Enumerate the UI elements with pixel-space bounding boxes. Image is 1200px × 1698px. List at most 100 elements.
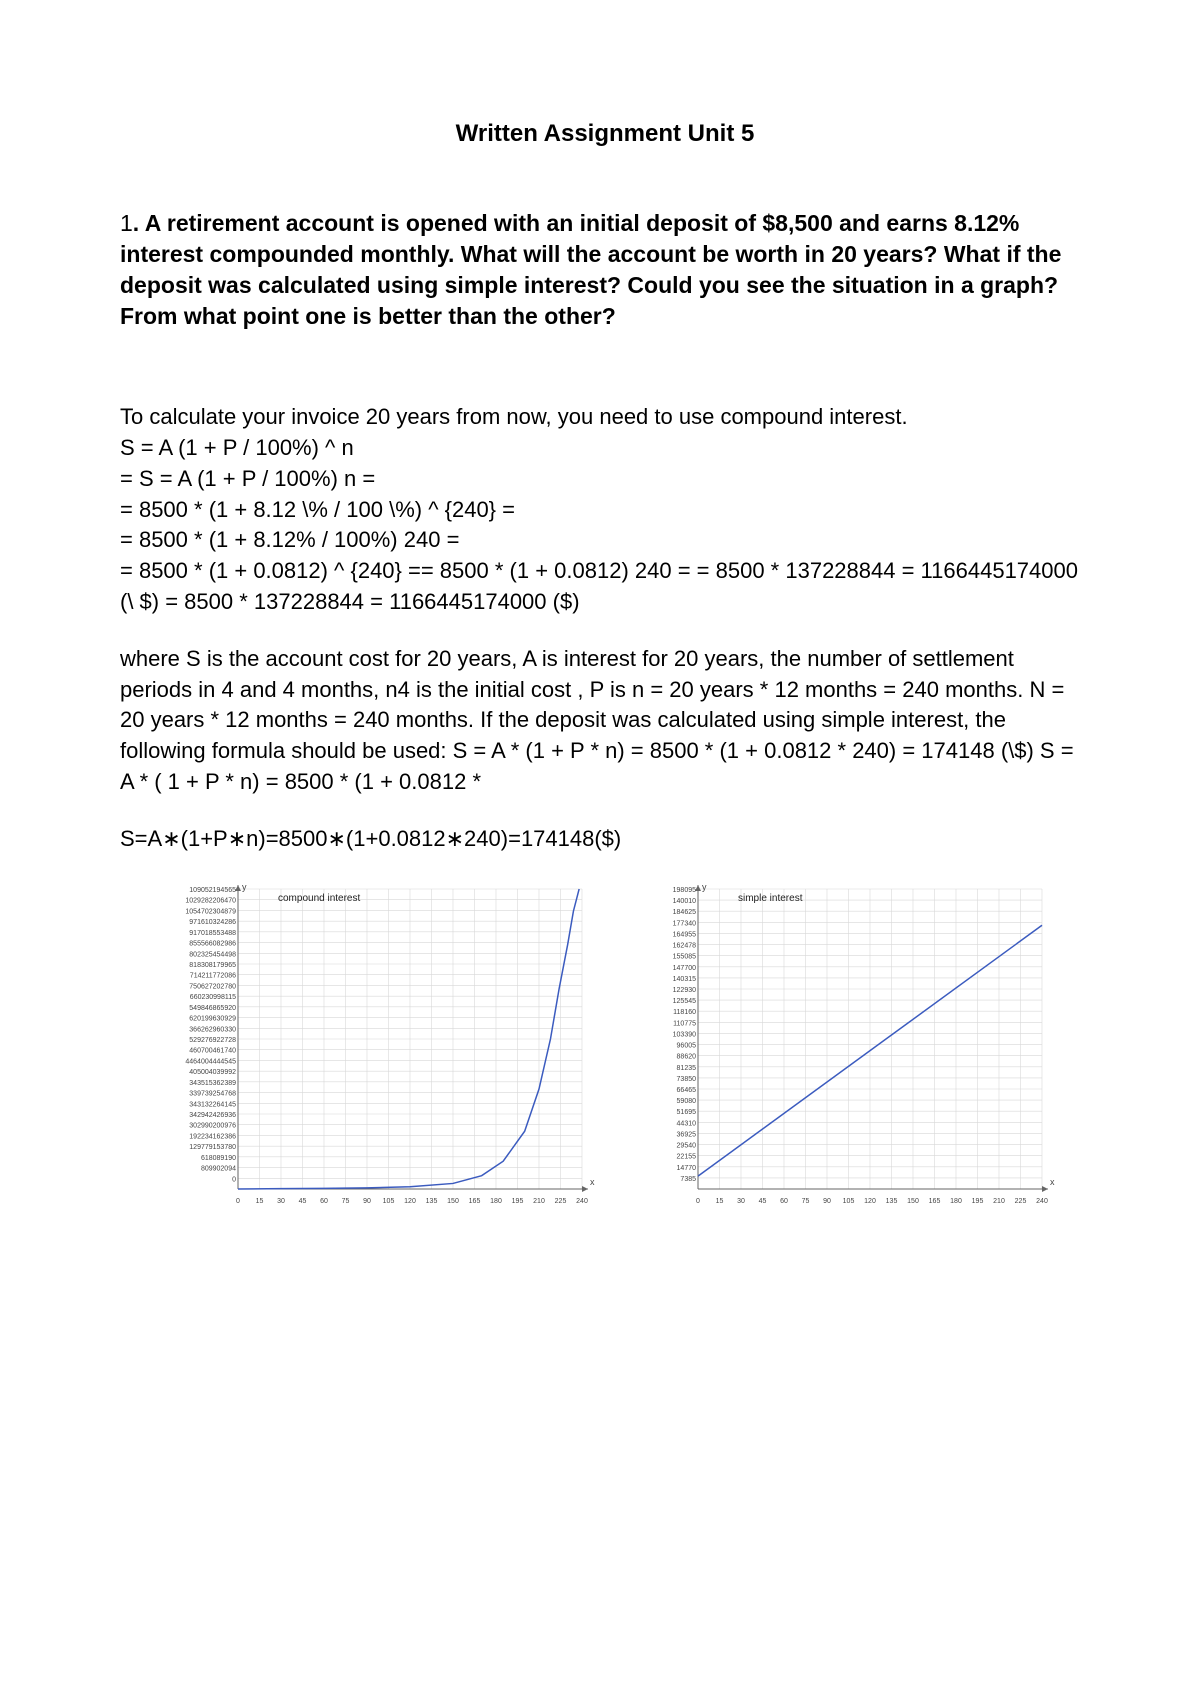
svg-text:162478: 162478 xyxy=(673,942,696,949)
svg-text:109052194565: 109052194565 xyxy=(189,887,236,894)
svg-text:4464004444545: 4464004444545 xyxy=(185,1058,236,1065)
svg-text:x: x xyxy=(590,1177,595,1187)
svg-text:240: 240 xyxy=(1036,1198,1048,1205)
svg-text:90: 90 xyxy=(363,1198,371,1205)
svg-text:165: 165 xyxy=(929,1198,941,1205)
simple-interest-chart: 1980951400101846251773401649551624781550… xyxy=(620,881,1060,1211)
svg-text:15: 15 xyxy=(256,1198,264,1205)
svg-text:105: 105 xyxy=(843,1198,855,1205)
svg-text:549846865920: 549846865920 xyxy=(189,1004,236,1011)
svg-text:122930: 122930 xyxy=(673,987,696,994)
svg-text:0: 0 xyxy=(232,1176,236,1183)
svg-text:103390: 103390 xyxy=(673,1031,696,1038)
calc-line: = 8500 * (1 + 8.12% / 100%) 240 = xyxy=(120,527,459,552)
svg-text:y: y xyxy=(702,882,707,892)
svg-text:192234162386: 192234162386 xyxy=(189,1133,236,1140)
svg-text:15: 15 xyxy=(716,1198,724,1205)
svg-text:917018553488: 917018553488 xyxy=(189,929,236,936)
svg-text:342942426936: 342942426936 xyxy=(189,1112,236,1119)
svg-text:818308179965: 818308179965 xyxy=(189,962,236,969)
svg-text:855566082986: 855566082986 xyxy=(189,940,236,947)
svg-text:339739254768: 339739254768 xyxy=(189,1090,236,1097)
explanation-paragraph: where S is the account cost for 20 years… xyxy=(120,644,1090,798)
svg-text:45: 45 xyxy=(299,1198,307,1205)
svg-text:180: 180 xyxy=(950,1198,962,1205)
svg-text:0: 0 xyxy=(696,1198,700,1205)
svg-text:225: 225 xyxy=(555,1198,567,1205)
svg-text:60: 60 xyxy=(780,1198,788,1205)
svg-text:90: 90 xyxy=(823,1198,831,1205)
svg-text:971610324286: 971610324286 xyxy=(189,919,236,926)
svg-text:x: x xyxy=(1050,1177,1055,1187)
svg-text:30: 30 xyxy=(737,1198,745,1205)
svg-text:802325454498: 802325454498 xyxy=(189,951,236,958)
svg-text:165: 165 xyxy=(469,1198,481,1205)
calc-line: S = A (1 + P / 100%) ^ n xyxy=(120,435,354,460)
svg-text:150: 150 xyxy=(447,1198,459,1205)
simple-chart-svg: 1980951400101846251773401649551624781550… xyxy=(620,881,1060,1211)
svg-text:22155: 22155 xyxy=(677,1153,697,1160)
svg-text:73850: 73850 xyxy=(677,1075,697,1082)
svg-text:195: 195 xyxy=(512,1198,524,1205)
svg-text:96005: 96005 xyxy=(677,1042,697,1049)
svg-text:660230998115: 660230998115 xyxy=(190,994,236,1001)
svg-text:60: 60 xyxy=(320,1198,328,1205)
svg-text:y: y xyxy=(242,882,247,892)
svg-text:750627202780: 750627202780 xyxy=(189,983,236,990)
svg-text:118160: 118160 xyxy=(673,1009,696,1016)
svg-text:147700: 147700 xyxy=(673,964,696,971)
svg-text:45: 45 xyxy=(759,1198,767,1205)
simple-interest-formula: S=A∗(1+P∗n)=8500∗(1+0.0812∗240)=174148($… xyxy=(120,824,1090,855)
svg-text:150: 150 xyxy=(907,1198,919,1205)
question-body: . A retirement account is opened with an… xyxy=(120,210,1061,329)
svg-text:1054702304879: 1054702304879 xyxy=(185,908,236,915)
svg-text:164955: 164955 xyxy=(673,931,696,938)
svg-text:1029282206470: 1029282206470 xyxy=(185,897,236,904)
question-text: 1. A retirement account is opened with a… xyxy=(120,208,1090,332)
svg-text:44310: 44310 xyxy=(677,1120,697,1127)
svg-text:129779153780: 129779153780 xyxy=(189,1144,236,1151)
svg-text:809902094: 809902094 xyxy=(201,1165,236,1172)
svg-text:7385: 7385 xyxy=(680,1175,696,1182)
svg-text:81235: 81235 xyxy=(677,1064,697,1071)
svg-text:177340: 177340 xyxy=(673,920,696,927)
svg-text:405004039992: 405004039992 xyxy=(189,1069,236,1076)
svg-text:125545: 125545 xyxy=(673,998,696,1005)
svg-text:140010: 140010 xyxy=(673,898,696,905)
page-title: Written Assignment Unit 5 xyxy=(120,120,1090,148)
calc-line: = 8500 * (1 + 8.12 \% / 100 \%) ^ {240} … xyxy=(120,497,515,522)
svg-text:620199630929: 620199630929 xyxy=(189,1015,236,1022)
intro-line: To calculate your invoice 20 years from … xyxy=(120,404,908,429)
svg-text:simple interest: simple interest xyxy=(738,893,803,904)
svg-text:343132264145: 343132264145 xyxy=(189,1101,236,1108)
svg-text:240: 240 xyxy=(576,1198,588,1205)
svg-text:29540: 29540 xyxy=(677,1142,697,1149)
svg-text:88620: 88620 xyxy=(677,1053,697,1060)
svg-text:366262960330: 366262960330 xyxy=(189,1026,236,1033)
svg-text:714211772086: 714211772086 xyxy=(190,972,236,979)
compound-chart-svg: 109052194565 1029282206470 1054702304879 97… xyxy=(160,881,600,1211)
svg-text:105: 105 xyxy=(383,1198,395,1205)
svg-text:51695: 51695 xyxy=(677,1109,697,1116)
compound-interest-chart: 109052194565 1029282206470 1054702304879 97… xyxy=(160,881,600,1211)
question-number: 1 xyxy=(120,210,133,236)
svg-text:225: 225 xyxy=(1015,1198,1027,1205)
svg-text:618089190: 618089190 xyxy=(201,1154,236,1161)
charts-row: 109052194565 1029282206470 1054702304879 97… xyxy=(160,881,1090,1211)
svg-text:75: 75 xyxy=(342,1198,350,1205)
svg-text:210: 210 xyxy=(533,1198,545,1205)
intro-paragraph: To calculate your invoice 20 years from … xyxy=(120,402,1090,618)
svg-text:110775: 110775 xyxy=(673,1020,696,1027)
svg-text:135: 135 xyxy=(426,1198,438,1205)
svg-text:198095: 198095 xyxy=(673,887,696,894)
svg-text:75: 75 xyxy=(802,1198,810,1205)
svg-text:460700461740: 460700461740 xyxy=(189,1047,236,1054)
svg-text:0: 0 xyxy=(236,1198,240,1205)
svg-text:302990200976: 302990200976 xyxy=(189,1122,236,1129)
svg-text:155085: 155085 xyxy=(673,953,696,960)
svg-text:compound interest: compound interest xyxy=(278,893,360,904)
svg-text:120: 120 xyxy=(404,1198,416,1205)
svg-text:36925: 36925 xyxy=(677,1131,697,1138)
svg-text:120: 120 xyxy=(864,1198,876,1205)
svg-text:14770: 14770 xyxy=(677,1164,697,1171)
